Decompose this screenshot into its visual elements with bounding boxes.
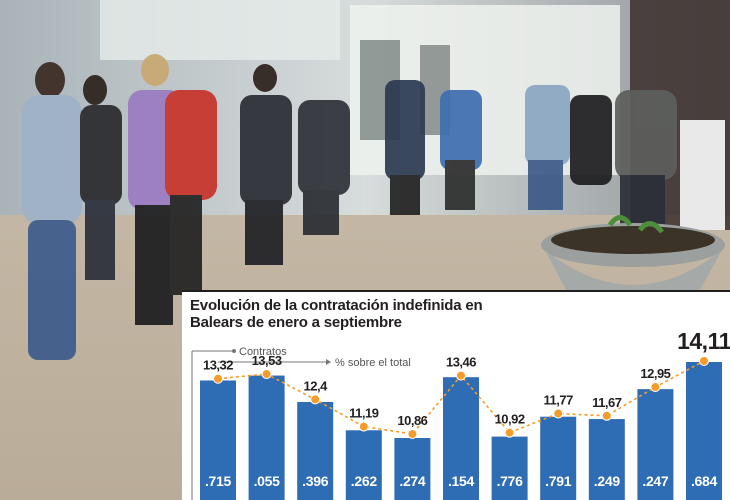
bar [491,436,528,500]
percent-point [310,394,321,405]
percent-point [601,410,612,421]
percent-label: 10,92 [495,412,525,427]
percent-label: 13,46 [446,355,476,370]
percent-label: 11,67 [592,395,622,410]
bar-value-label: .055 [254,473,281,489]
percent-point [699,356,709,366]
bar [297,401,334,500]
percent-label: 12,95 [640,366,670,381]
bar [394,438,431,500]
bar-value-label: .776 [497,473,524,489]
percent-label: 14,11 [677,328,730,354]
bar-value-label: .791 [545,473,572,489]
percent-label: 13,32 [203,358,233,373]
bar [248,375,285,500]
percent-point [456,370,466,381]
bar-value-label: .396 [302,473,329,489]
bar-value-label: .262 [351,473,378,489]
chart-title: Evolución de la contratación indefinida … [190,297,483,331]
bar [200,380,236,500]
bar [540,416,577,500]
percent-point [261,369,272,380]
percent-label: 10,86 [397,413,427,428]
percent-point [650,382,661,393]
percent-point [213,373,223,384]
bar-value-label: .154 [448,473,475,489]
legend-bars-marker [232,349,236,353]
legend-line-label: % sobre el total [335,357,411,369]
percent-point [553,408,564,419]
bar-value-label: .274 [399,473,426,489]
percent-label: 13,53 [252,353,282,368]
bar-value-label: .247 [642,473,669,489]
bar [345,430,382,500]
percent-label: 11,77 [544,393,574,408]
bar [443,377,479,500]
percent-point [407,429,418,439]
bar [588,419,625,500]
bar-value-label: .249 [594,473,621,489]
legend-bars-bracket [191,350,234,500]
bar [686,362,722,500]
bar-value-label: .715 [205,473,232,489]
bar-value-label: .684 [691,473,718,489]
percent-label: 11,19 [349,406,379,421]
legend: Contratos % sobre el total [191,346,411,500]
percent-point [358,421,369,432]
legend-line-arrow [326,359,331,365]
bar [637,389,674,500]
percent-point [504,427,515,438]
percent-label: 12,4 [304,378,329,393]
legend-bars-label: Contratos [239,346,287,358]
